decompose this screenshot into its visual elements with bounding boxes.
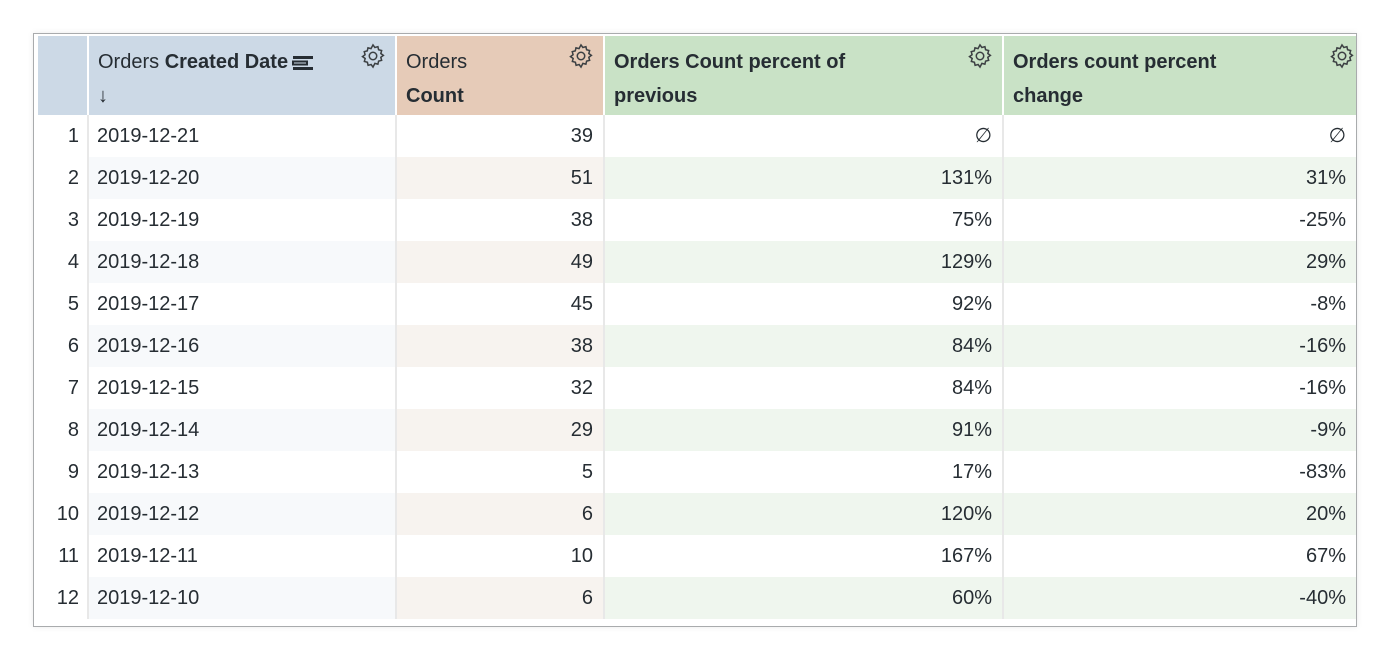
table-row: 7 2019-12-15 32 84% -16% (38, 367, 1356, 409)
cell-orders-count: 38 (395, 325, 604, 367)
row-number: 8 (67, 419, 79, 441)
cell-percent-of-previous: 129% (603, 241, 1003, 283)
cell-percent-of-previous: 84% (603, 325, 1003, 367)
cell-orders-count: 51 (395, 157, 604, 199)
header-label: Count (406, 85, 464, 107)
cell-created-date: 2019-12-14 (87, 409, 396, 451)
cell-orders-count: 29 (395, 409, 604, 451)
cell-percent-of-previous: 91% (603, 409, 1003, 451)
sort-arrow-down-icon[interactable]: ↓ (98, 85, 108, 107)
gear-icon[interactable] (567, 42, 595, 70)
cell-created-date: 2019-12-20 (87, 157, 396, 199)
row-number: 2 (67, 167, 79, 189)
row-number: 4 (67, 251, 79, 273)
table-row: 10 2019-12-12 6 120% 20% (38, 493, 1356, 535)
cell-created-date: 2019-12-19 (87, 199, 396, 241)
results-table: Orders Created Date ↓ Orders Count Orders … (38, 36, 1356, 619)
gear-icon[interactable] (966, 42, 994, 70)
header-label: Orders Count percent of previous (614, 51, 846, 107)
cell-percent-of-previous: 167% (603, 535, 1003, 577)
cell-percent-change: 29% (1002, 241, 1356, 283)
row-number: 12 (56, 587, 79, 609)
table-row: 5 2019-12-17 45 92% -8% (38, 283, 1356, 325)
cell-orders-count: 45 (395, 283, 604, 325)
table-row: 8 2019-12-14 29 91% -9% (38, 409, 1356, 451)
cell-percent-of-previous: 92% (603, 283, 1003, 325)
cell-percent-of-previous: 60% (603, 577, 1003, 619)
cell-created-date: 2019-12-17 (87, 283, 396, 325)
cell-percent-of-previous: 120% (603, 493, 1003, 535)
table-row: 3 2019-12-19 38 75% -25% (38, 199, 1356, 241)
cell-percent-of-previous: 17% (603, 451, 1003, 493)
row-number: 10 (56, 503, 79, 525)
cell-percent-change: -16% (1002, 367, 1356, 409)
cell-created-date: 2019-12-15 (87, 367, 396, 409)
table-row: 12 2019-12-10 6 60% -40% (38, 577, 1356, 619)
cell-created-date: 2019-12-10 (87, 577, 396, 619)
cell-created-date: 2019-12-21 (87, 115, 396, 157)
table-row: 1 2019-12-21 39 ∅ ∅ (38, 115, 1356, 157)
table-row: 4 2019-12-18 49 129% 29% (38, 241, 1356, 283)
row-number: 5 (67, 293, 79, 315)
cell-percent-change: 67% (1002, 535, 1356, 577)
column-header-created-date[interactable]: Orders Created Date ↓ (87, 36, 396, 115)
cell-orders-count: 49 (395, 241, 604, 283)
cell-created-date: 2019-12-16 (87, 325, 396, 367)
cell-created-date: 2019-12-12 (87, 493, 396, 535)
row-number: 6 (67, 335, 79, 357)
cell-percent-of-previous: 84% (603, 367, 1003, 409)
row-number: 11 (58, 545, 79, 567)
cell-percent-change: 20% (1002, 493, 1356, 535)
column-header-percent-of-previous[interactable]: Orders Count percent of previous (603, 36, 1003, 115)
cell-orders-count: 5 (395, 451, 604, 493)
cell-orders-count: 39 (395, 115, 604, 157)
cell-orders-count: 6 (395, 577, 604, 619)
column-header-percent-change[interactable]: Orders count percent change (1002, 36, 1356, 115)
header-label: Created Date (164, 51, 289, 73)
header-prefix: Orders (406, 51, 468, 73)
cell-orders-count: 6 (395, 493, 604, 535)
cell-percent-change: -25% (1002, 199, 1356, 241)
cell-percent-of-previous: 131% (603, 157, 1003, 199)
column-header-orders-count[interactable]: Orders Count (395, 36, 604, 115)
cell-orders-count: 38 (395, 199, 604, 241)
cell-percent-change: ∅ (1002, 115, 1356, 157)
cell-created-date: 2019-12-13 (87, 451, 396, 493)
cell-orders-count: 10 (395, 535, 604, 577)
data-table-panel: Orders Created Date ↓ Orders Count Orders … (33, 33, 1357, 627)
cell-percent-of-previous: ∅ (603, 115, 1003, 157)
table-row: 9 2019-12-13 5 17% -83% (38, 451, 1356, 493)
header-prefix: Orders (98, 51, 160, 73)
cell-percent-change: -40% (1002, 577, 1356, 619)
header-label: Orders count percent change (1013, 51, 1217, 107)
gear-icon[interactable] (359, 42, 387, 70)
header-row: Orders Created Date ↓ Orders Count Orders … (38, 36, 1356, 115)
cell-percent-change: -9% (1002, 409, 1356, 451)
cell-percent-change: -83% (1002, 451, 1356, 493)
cell-percent-change: -16% (1002, 325, 1356, 367)
table-row: 2 2019-12-20 51 131% 31% (38, 157, 1356, 199)
table-row: 11 2019-12-11 10 167% 67% (38, 535, 1356, 577)
table-row: 6 2019-12-16 38 84% -16% (38, 325, 1356, 367)
cell-percent-change: 31% (1002, 157, 1356, 199)
row-number: 1 (67, 125, 79, 147)
row-number: 7 (67, 377, 79, 399)
cell-percent-change: -8% (1002, 283, 1356, 325)
row-number: 9 (67, 461, 79, 483)
cell-created-date: 2019-12-18 (87, 241, 396, 283)
pivot-icon[interactable] (292, 55, 314, 71)
row-number: 3 (67, 209, 79, 231)
gear-icon[interactable] (1328, 42, 1356, 70)
cell-created-date: 2019-12-11 (87, 535, 396, 577)
cell-orders-count: 32 (395, 367, 604, 409)
cell-percent-of-previous: 75% (603, 199, 1003, 241)
row-number-header (38, 36, 88, 115)
